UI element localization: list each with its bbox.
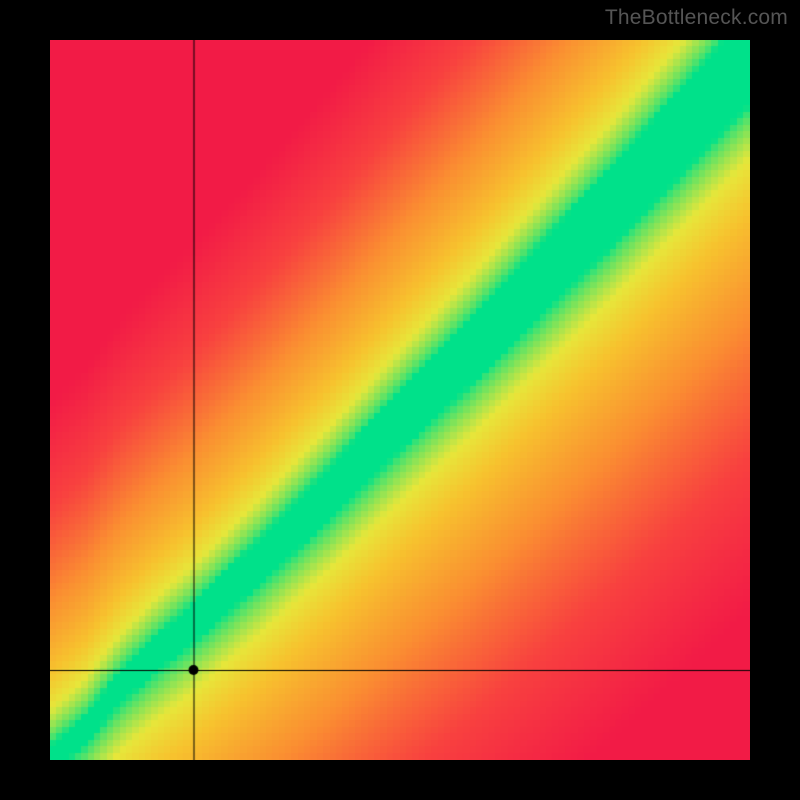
plot-area	[50, 40, 750, 760]
watermark-text: TheBottleneck.com	[605, 6, 788, 30]
heatmap-canvas	[50, 40, 750, 760]
figure-root: TheBottleneck.com	[0, 0, 800, 800]
